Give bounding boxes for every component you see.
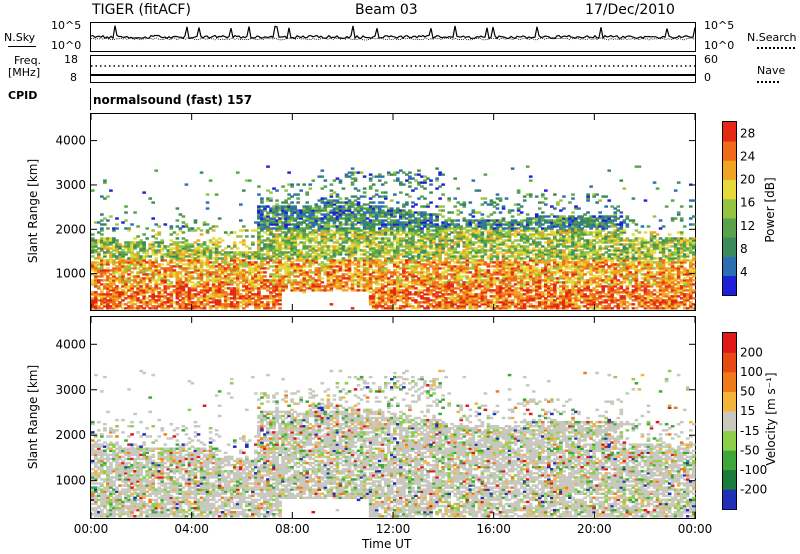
velocity-echo-field <box>91 369 696 518</box>
colorbar-tick-label: 12 <box>740 219 755 233</box>
ytick-label: 1000 <box>55 267 86 281</box>
colorbar-tick-label: 200 <box>740 346 763 360</box>
colorbar-segment <box>723 198 736 219</box>
noise-sky-trace <box>90 25 696 40</box>
xtick-label: 00:00 <box>74 522 109 536</box>
cpid-divider <box>90 88 92 110</box>
colorbar-segment <box>723 352 736 373</box>
colorbar-tick-label: -50 <box>740 443 760 457</box>
nave-right-tick-top: 60 <box>704 53 718 66</box>
noise-sky-underline <box>8 46 36 47</box>
nave-right-tick-bottom: 0 <box>704 71 711 84</box>
x-axis-title: Time UT <box>362 537 412 551</box>
power-echo-field <box>91 165 696 310</box>
beam-label: Beam 03 <box>355 2 418 18</box>
colorbar-segment <box>723 237 736 257</box>
colorbar-tick-label: 28 <box>740 127 755 141</box>
colorbar-tick-label: 16 <box>740 196 755 210</box>
xtick-label: 20:00 <box>577 522 612 536</box>
xtick-label: 16:00 <box>476 522 511 536</box>
colorbar-segment <box>723 160 736 180</box>
noise-right-tick-top: 10^5 <box>704 19 735 32</box>
cpid-label: CPID <box>8 89 38 102</box>
colorbar-segment <box>723 430 736 451</box>
nave-legend-line <box>757 81 779 83</box>
noise-right-tick-bottom: 10^0 <box>704 39 735 52</box>
colorbar-segment <box>723 122 736 142</box>
colorbar-tick-label: -200 <box>740 482 767 496</box>
xtick-label: 00:00 <box>678 522 713 536</box>
noise-search-label: N.Search <box>747 31 797 44</box>
colorbar-segment <box>723 256 736 277</box>
xtick-label: 04:00 <box>174 522 209 536</box>
noise-left-tick-bottom: 10^0 <box>51 39 82 52</box>
noise-search-trace <box>90 37 696 41</box>
colorbar-tick-label: 20 <box>740 173 755 187</box>
cpid-mode: normalsound (fast) 157 <box>93 93 253 107</box>
colorbar-segment <box>723 450 736 471</box>
colorbar-segment <box>723 372 736 392</box>
ytick-label: 3000 <box>55 383 86 397</box>
colorbar-segment <box>723 275 736 296</box>
freq-label: Freq. <box>14 54 42 67</box>
colorbar-segment <box>723 391 736 412</box>
noise-search-legend-line <box>757 47 795 49</box>
colorbar-tick-label: 50 <box>740 385 755 399</box>
colorbar-segment <box>723 489 736 510</box>
ytick-label: 4000 <box>55 134 86 148</box>
freq-unit-label: [MHz] <box>8 66 41 79</box>
colorbar-segment <box>723 218 736 238</box>
colorbar-tick-label: 4 <box>740 265 748 279</box>
ytick-label: 1000 <box>55 474 86 488</box>
colorbar-tick-label: 15 <box>740 404 755 418</box>
freq-left-tick-bottom: 8 <box>70 71 77 84</box>
ytick-label: 2000 <box>55 428 86 442</box>
colorbar-segment <box>723 179 736 200</box>
colorbar-segment <box>723 469 736 490</box>
ytick-label: 3000 <box>55 178 86 192</box>
colorbar-tick-label: -15 <box>740 424 760 438</box>
xtick-label: 12:00 <box>376 522 411 536</box>
ytick-label: 4000 <box>55 337 86 351</box>
xtick-label: 08:00 <box>275 522 310 536</box>
radar-title: TIGER (fitACF) <box>92 2 191 18</box>
noise-sky-label: N.Sky <box>4 31 36 44</box>
colorbar-segment <box>723 333 736 353</box>
noise-left-tick-top: 10^5 <box>51 19 82 32</box>
colorbar-segment <box>723 411 736 432</box>
freq-panel <box>90 55 696 83</box>
ytick-label: 2000 <box>55 222 86 236</box>
freq-left-tick-top: 18 <box>64 53 78 66</box>
date-label: 17/Dec/2010 <box>585 2 675 18</box>
colorbar-tick-label: -100 <box>740 463 767 477</box>
colorbar-tick-label: 8 <box>740 242 748 256</box>
colorbar-segment <box>723 141 736 161</box>
colorbar-tick-label: 100 <box>740 365 763 379</box>
colorbar-tick-label: 24 <box>740 150 755 164</box>
nave-label: Nave <box>757 64 786 77</box>
